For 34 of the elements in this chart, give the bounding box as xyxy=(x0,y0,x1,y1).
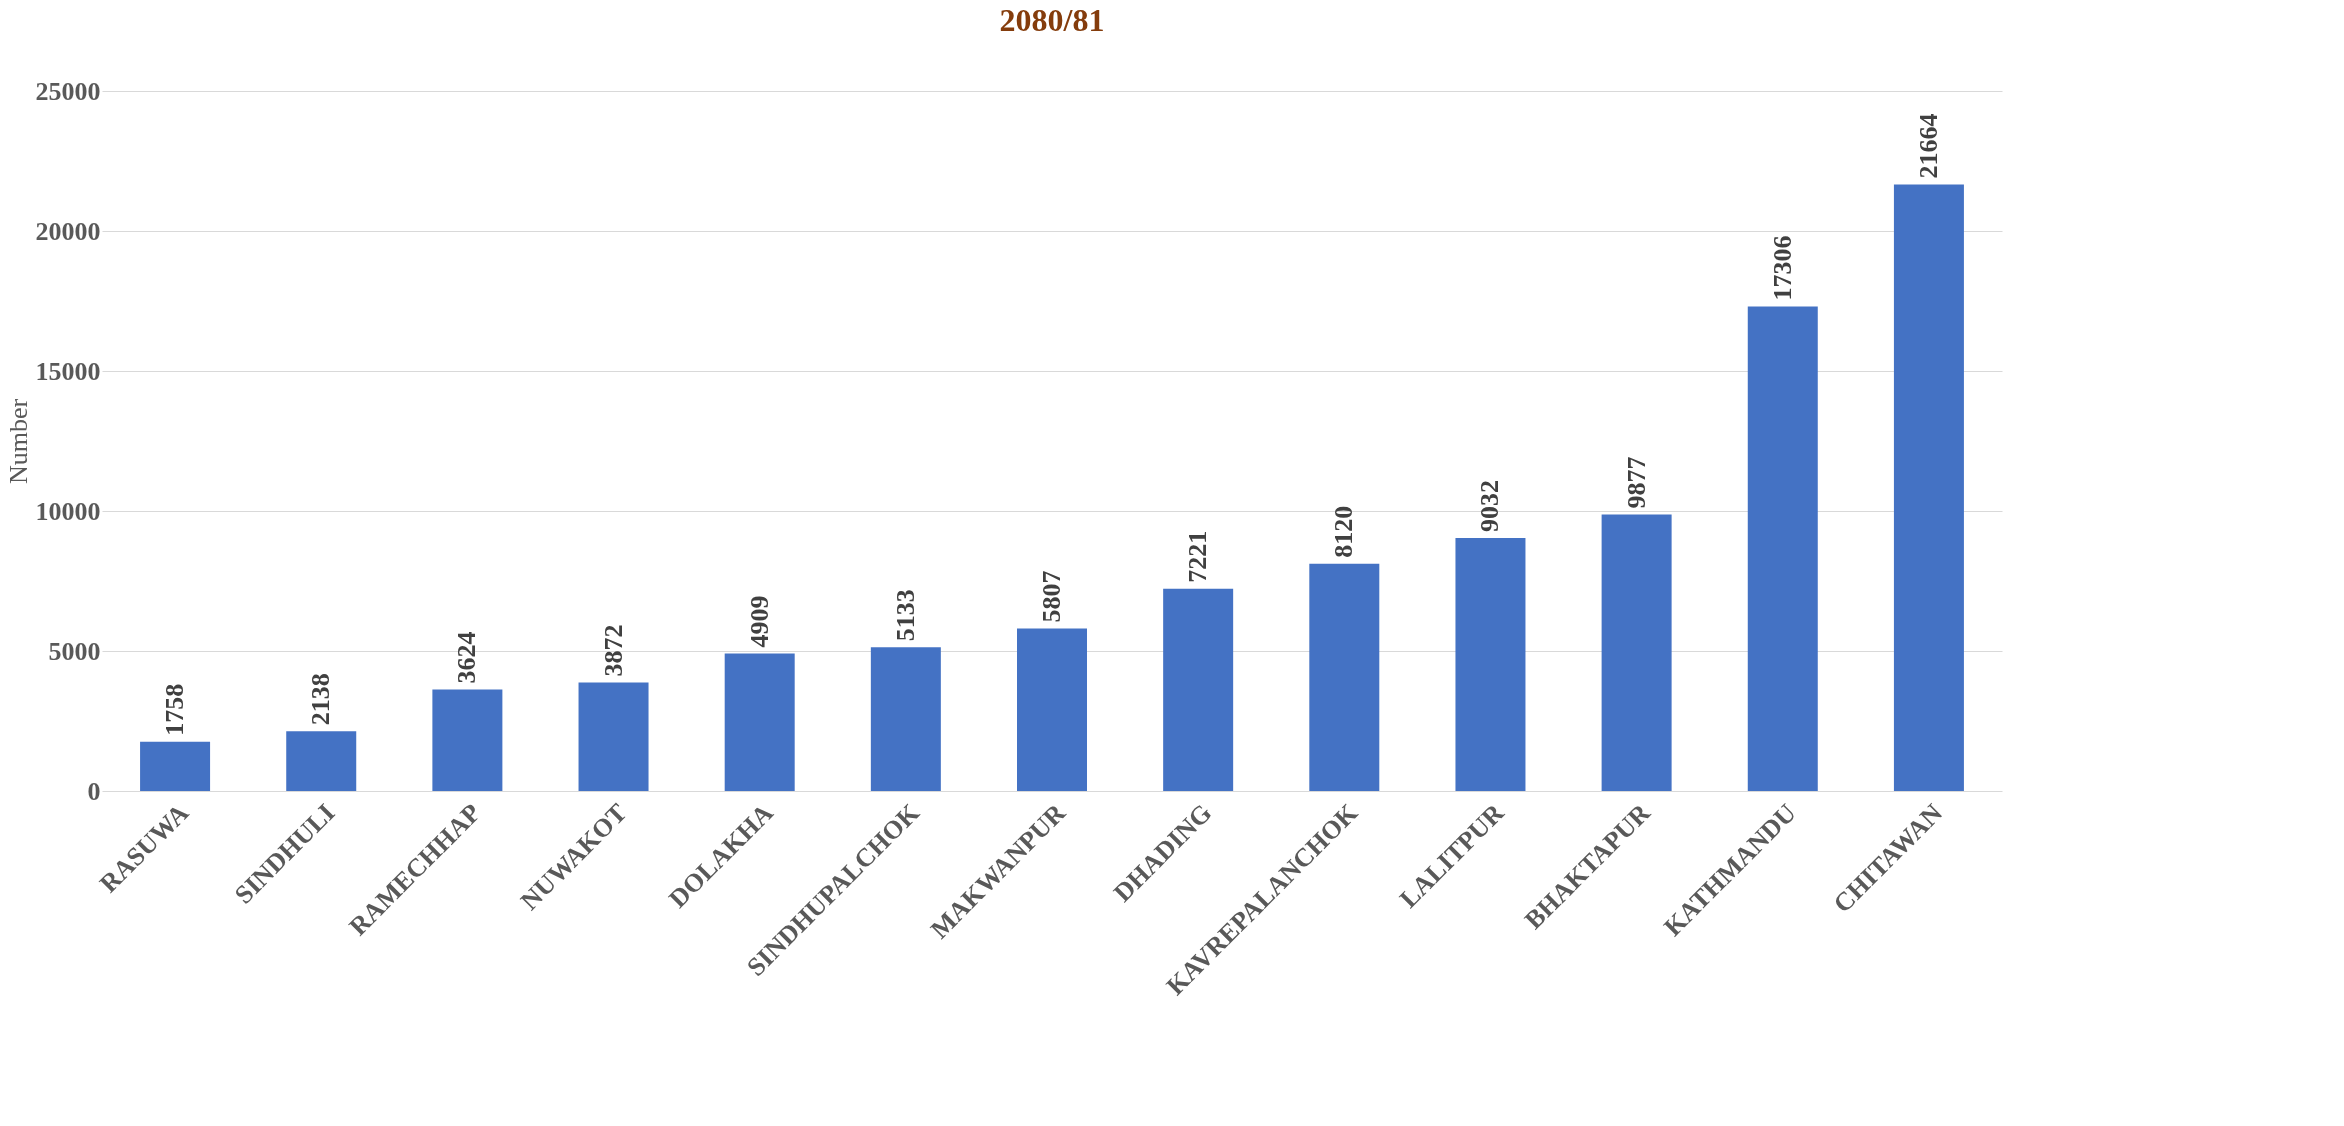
y-tick-label: 25000 xyxy=(35,76,101,106)
data-label: 17306 xyxy=(1767,235,1797,301)
data-label: 5133 xyxy=(890,589,920,642)
data-label: 9032 xyxy=(1475,480,1505,533)
data-label: 8120 xyxy=(1329,505,1359,558)
data-label: 3624 xyxy=(452,631,482,684)
bar xyxy=(1017,628,1087,791)
data-label: 9877 xyxy=(1621,456,1651,509)
bar xyxy=(1309,563,1380,791)
data-label: 3872 xyxy=(598,624,628,677)
bar xyxy=(1893,184,1964,791)
y-tick-label: 15000 xyxy=(35,356,101,386)
data-label: 7221 xyxy=(1183,530,1213,583)
data-label: 21664 xyxy=(1913,113,1943,179)
y-tick-label: 0 xyxy=(87,776,101,806)
y-tick-label: 10000 xyxy=(35,496,101,526)
y-axis-title: Number xyxy=(3,398,33,485)
y-tick-label: 5000 xyxy=(48,636,101,666)
bar xyxy=(578,682,649,791)
data-label: 5807 xyxy=(1037,570,1066,623)
bar xyxy=(432,689,503,791)
bar xyxy=(1601,514,1672,791)
bar xyxy=(140,741,211,791)
bar xyxy=(724,653,795,791)
y-tick-label: 20000 xyxy=(35,216,101,246)
bar xyxy=(286,731,357,791)
data-label: 1758 xyxy=(160,683,190,736)
bar xyxy=(1747,306,1818,791)
bar xyxy=(870,647,941,791)
data-label: 4909 xyxy=(744,595,774,648)
data-label: 2138 xyxy=(306,673,336,726)
bar xyxy=(1455,538,1526,791)
chart-title: 2080/81 xyxy=(999,2,1105,38)
bar xyxy=(1163,588,1234,791)
